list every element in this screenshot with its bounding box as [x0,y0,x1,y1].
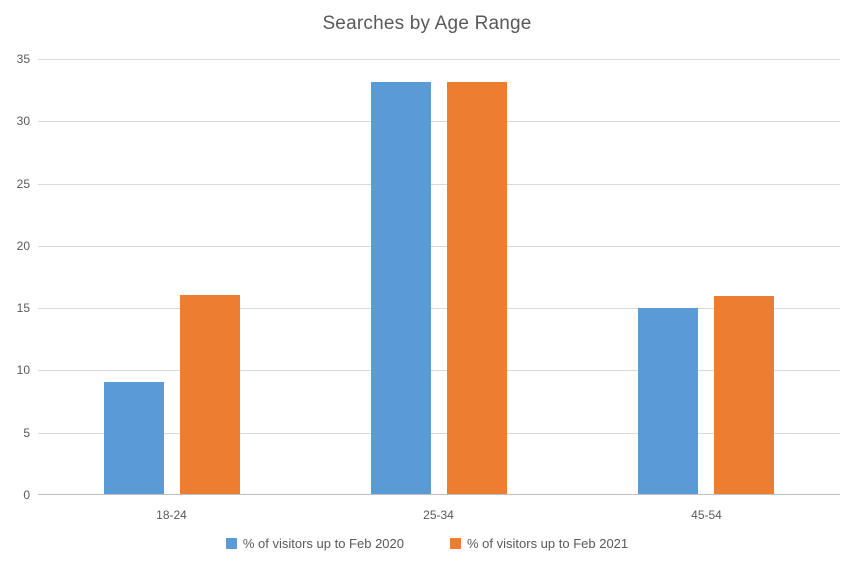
gridline [38,308,840,309]
bar-series2-25-34 [447,82,507,494]
y-axis-tick-label: 35 [16,52,30,66]
bar-series2-18-24 [180,295,240,494]
legend-label: % of visitors up to Feb 2020 [242,536,404,551]
plot-area [38,59,840,495]
bar-series2-45-54 [714,296,774,494]
x-axis-label: 45-54 [691,508,722,522]
y-axis-tick-label: 25 [16,177,30,191]
y-axis-tick-label: 20 [16,239,30,253]
y-axis-tick-label: 0 [23,488,30,502]
gridline [38,121,840,122]
x-axis-line [38,494,840,495]
chart-title: Searches by Age Range [322,13,532,34]
gridline [38,370,840,371]
y-axis-tick-label: 30 [16,114,30,128]
gridline [38,59,840,60]
bar-series1-45-54 [638,308,698,494]
gridline [38,184,840,185]
gridline [38,433,840,434]
bar-series1-25-34 [371,82,431,494]
y-axis-tick-label: 5 [23,426,30,440]
y-axis-tick-label: 10 [16,363,30,377]
legend-marker-icon [225,538,237,549]
bar-series1-18-24 [104,382,164,494]
x-axis-label: 18-24 [156,508,187,522]
legend-marker-icon [450,538,461,549]
legend-item: % of visitors up to Feb 2021 [450,536,628,551]
legend-label: % of visitors up to Feb 2021 [467,536,629,551]
legend: % of visitors up to Feb 2020 % of visitor… [0,536,854,551]
x-axis-label: 25-34 [423,508,454,522]
y-axis-tick-label: 15 [16,301,30,315]
gridline [38,246,840,247]
legend-item: % of visitors up to Feb 2020 [225,536,404,551]
